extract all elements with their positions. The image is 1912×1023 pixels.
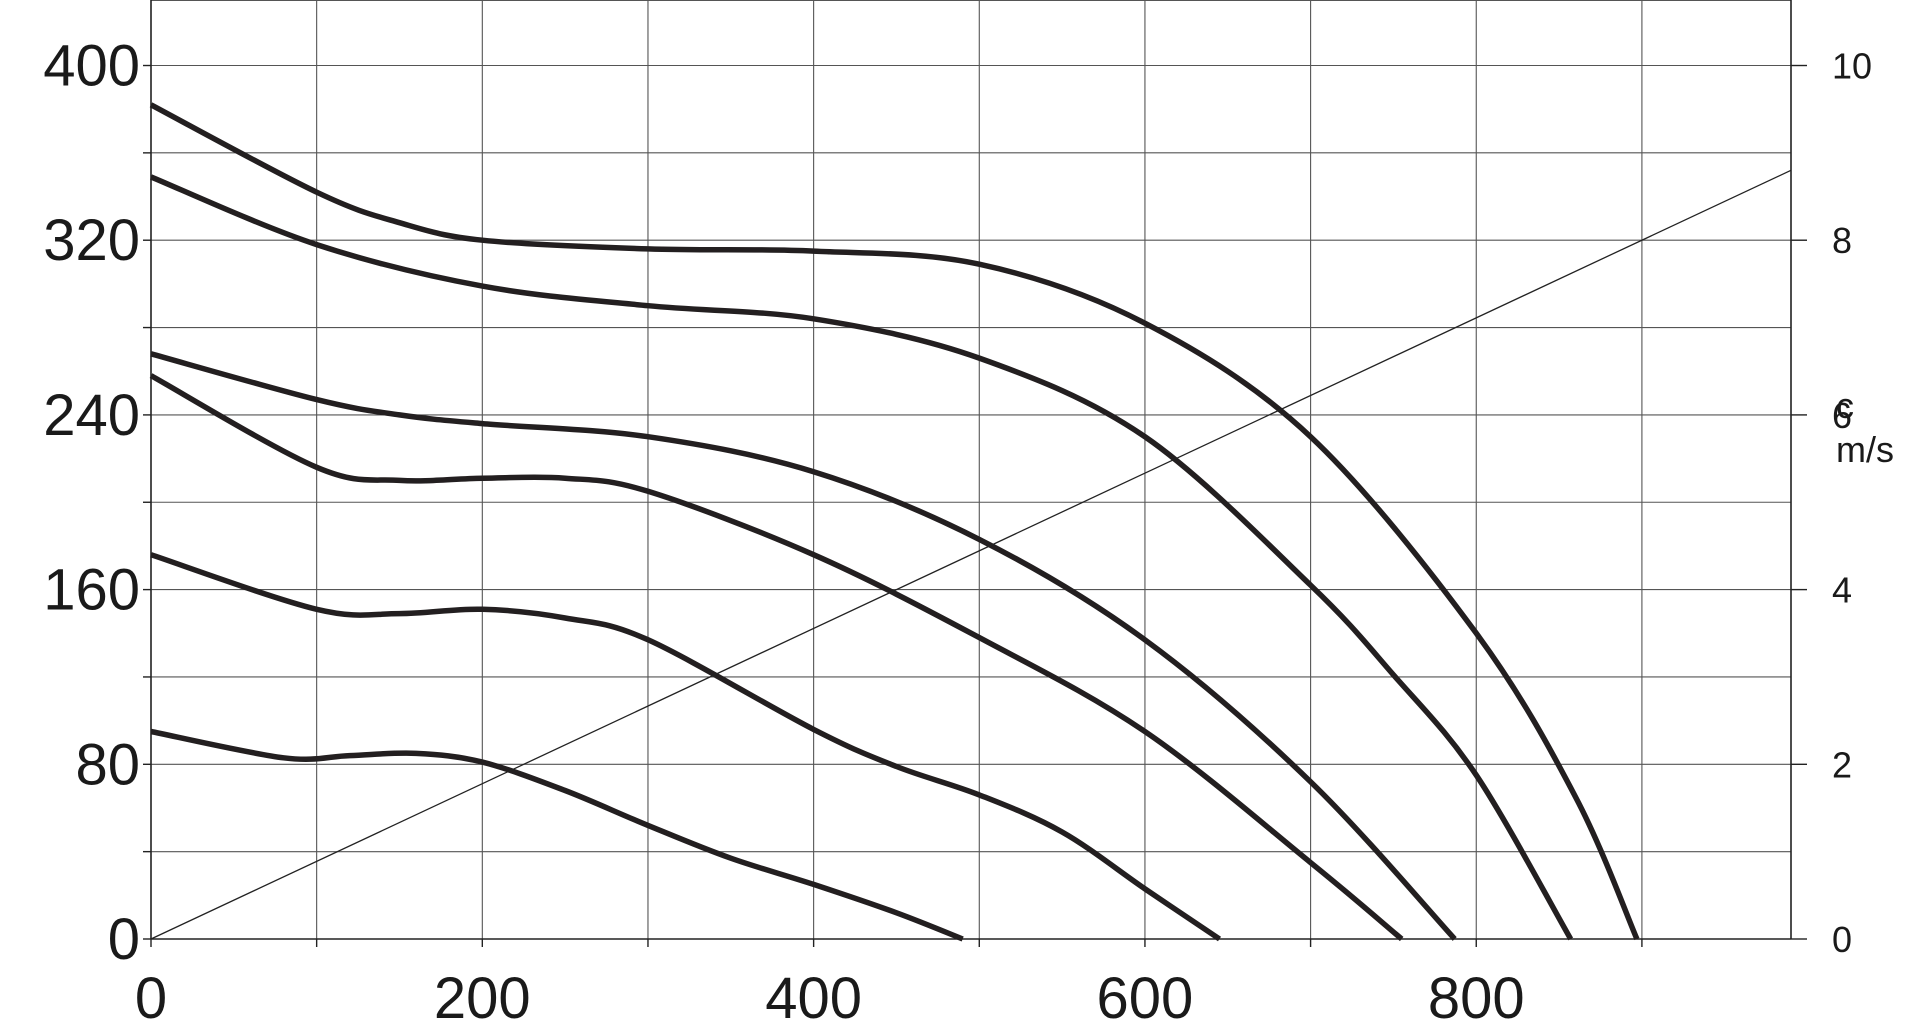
pressure-curve-2 <box>149 174 1574 941</box>
y-tick-label: 160 <box>43 558 140 623</box>
pressure-curve-1 <box>149 102 1640 941</box>
pressure-curve-6 <box>150 728 964 942</box>
axes <box>143 0 1807 947</box>
y2-tick-label: 6 <box>1832 395 1852 436</box>
velocity-line <box>150 169 1792 940</box>
x-tick-label: 0 <box>135 966 167 1023</box>
y-tick-label: 400 <box>43 34 140 99</box>
y-tick-label: 80 <box>75 732 140 797</box>
y2-tick-label: 8 <box>1832 220 1852 261</box>
x-tick-label: 800 <box>1428 966 1525 1023</box>
y2-tick-label: 10 <box>1832 46 1872 87</box>
y-tick-label: 0 <box>108 907 140 972</box>
pressure-curve-4 <box>149 373 1404 942</box>
grid <box>151 0 1791 939</box>
y2-axis-label-c: c <box>1836 385 1854 426</box>
series-layer <box>149 102 1792 942</box>
x-tick-label: 600 <box>1097 966 1194 1023</box>
y2-tick-label: 2 <box>1832 744 1852 785</box>
pressure-curve-5 <box>150 552 1222 942</box>
y-tick-label: 320 <box>43 208 140 273</box>
pressure-curve-3 <box>150 351 1457 941</box>
y2-tick-label: 4 <box>1832 570 1852 611</box>
y2-tick-label: 0 <box>1832 919 1852 960</box>
x-tick-label: 400 <box>765 966 862 1023</box>
y-tick-label: 240 <box>43 383 140 448</box>
tick-labels: 0 80 160 240 320 400 0 200 400 600 800 0 2 4 6 8 10 cm/s <box>43 34 1894 1023</box>
x-tick-label: 200 <box>434 966 531 1023</box>
y2-axis-label-unit: m/s <box>1836 429 1894 470</box>
